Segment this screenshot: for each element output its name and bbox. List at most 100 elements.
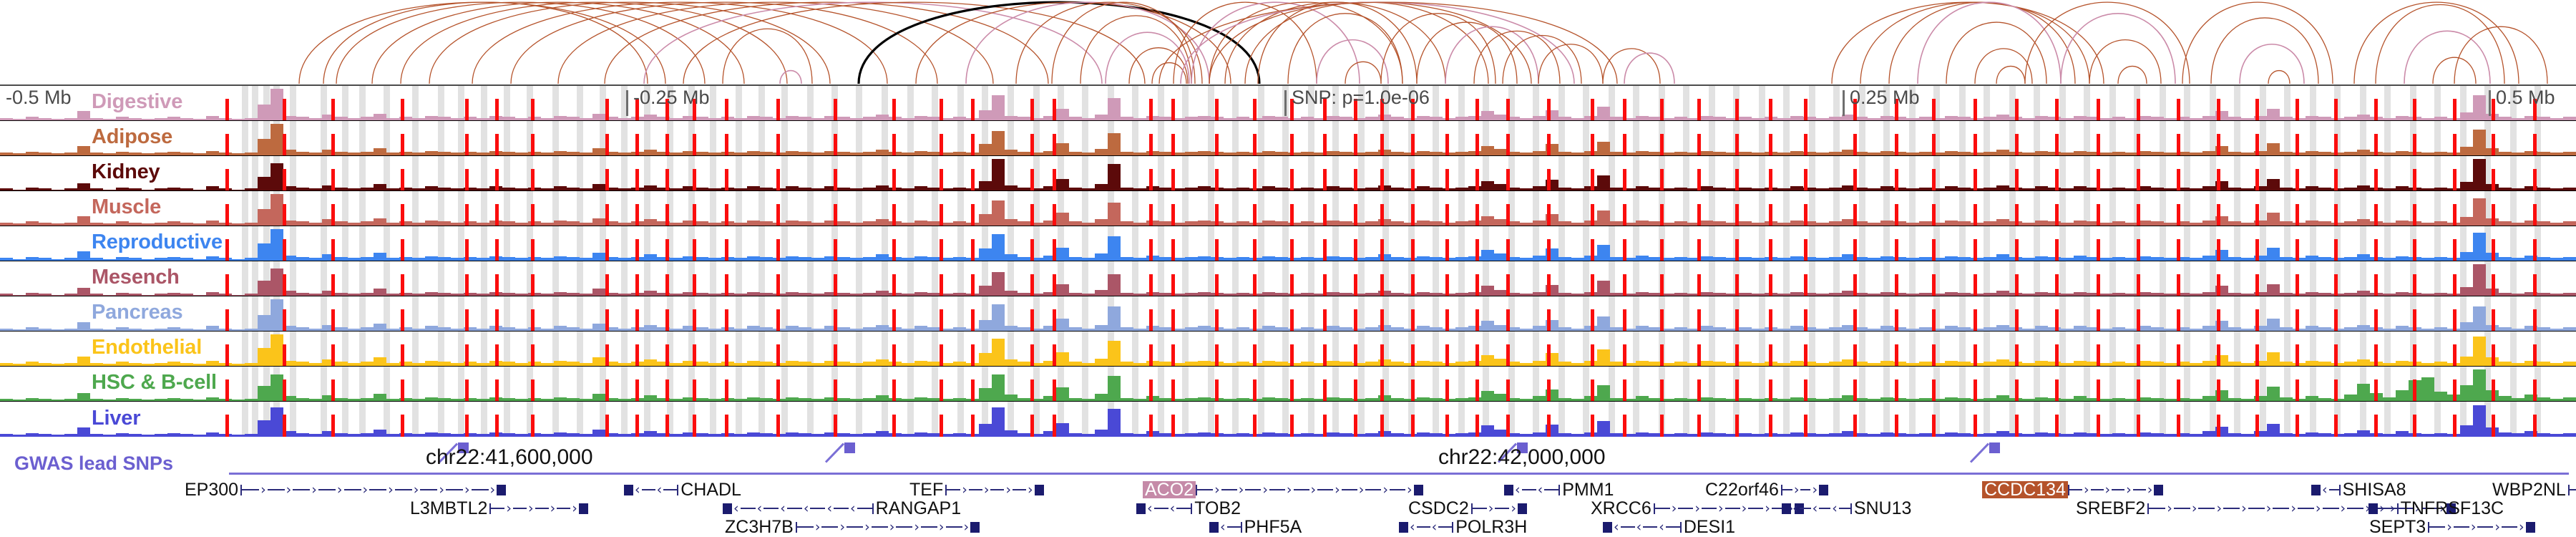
snp-marker-tick[interactable] bbox=[1853, 204, 1857, 226]
snp-marker-tick[interactable] bbox=[2296, 99, 2299, 120]
snp-marker-tick[interactable] bbox=[635, 99, 639, 120]
snp-marker-tick[interactable] bbox=[1475, 309, 1479, 331]
snp-marker-tick[interactable] bbox=[776, 134, 780, 155]
snp-marker-tick[interactable] bbox=[1215, 379, 1219, 401]
interaction-arc[interactable] bbox=[510, 1, 938, 84]
snp-marker-tick[interactable] bbox=[2055, 274, 2059, 296]
snp-marker-tick[interactable] bbox=[1030, 134, 1034, 155]
snp-marker-tick[interactable] bbox=[1149, 134, 1153, 155]
interaction-arc[interactable] bbox=[557, 1, 994, 84]
snp-marker-tick[interactable] bbox=[2217, 169, 2220, 190]
snp-marker-tick[interactable] bbox=[531, 415, 535, 437]
snp-marker-tick[interactable] bbox=[1445, 134, 1449, 155]
snp-marker-tick[interactable] bbox=[1547, 274, 1551, 296]
snp-marker-tick[interactable] bbox=[1974, 204, 1977, 226]
snp-marker-tick[interactable] bbox=[693, 99, 696, 120]
snp-marker-tick[interactable] bbox=[1171, 309, 1175, 331]
snp-marker-tick[interactable] bbox=[2255, 204, 2259, 226]
snp-marker-tick[interactable] bbox=[635, 274, 639, 296]
snp-marker-tick[interactable] bbox=[2413, 415, 2416, 437]
gene-ccdc134[interactable]: CCDC134 › › › › bbox=[1982, 481, 2164, 499]
snp-marker-tick[interactable] bbox=[2296, 344, 2299, 366]
snp-marker-tick[interactable] bbox=[531, 99, 535, 120]
snp-marker-tick[interactable] bbox=[465, 204, 469, 226]
snp-marker-tick[interactable] bbox=[1053, 309, 1056, 331]
gene-name-label[interactable]: ZC3H7B bbox=[725, 517, 794, 537]
snp-marker-tick[interactable] bbox=[940, 169, 943, 190]
snp-marker-tick[interactable] bbox=[283, 204, 286, 226]
gene-name-label[interactable]: SHISA8 bbox=[2342, 480, 2406, 500]
snp-marker-tick[interactable] bbox=[2533, 169, 2537, 190]
snp-marker-tick[interactable] bbox=[1735, 239, 1739, 261]
snp-marker-tick[interactable] bbox=[1853, 239, 1857, 261]
snp-marker-tick[interactable] bbox=[283, 344, 286, 366]
snp-marker-tick[interactable] bbox=[283, 134, 286, 155]
snp-marker-tick[interactable] bbox=[2296, 134, 2299, 155]
snp-marker-tick[interactable] bbox=[1215, 204, 1219, 226]
snp-marker-tick[interactable] bbox=[531, 134, 535, 155]
signal-track-endothelial[interactable]: Endothelial bbox=[0, 332, 2576, 367]
snp-marker-tick[interactable] bbox=[1030, 169, 1034, 190]
snp-marker-tick[interactable] bbox=[1354, 134, 1357, 155]
snp-marker-tick[interactable] bbox=[971, 274, 975, 296]
snp-marker-tick[interactable] bbox=[1171, 204, 1175, 226]
snp-marker-tick[interactable] bbox=[2177, 169, 2180, 190]
interaction-arc[interactable] bbox=[2432, 57, 2477, 84]
snp-marker-tick[interactable] bbox=[1380, 99, 1384, 120]
snp-marker-tick[interactable] bbox=[2296, 169, 2299, 190]
gene-name-label[interactable]: PHF5A bbox=[1244, 517, 1302, 537]
snp-marker-tick[interactable] bbox=[1804, 309, 1807, 331]
snp-marker-tick[interactable] bbox=[693, 134, 696, 155]
snp-marker-tick[interactable] bbox=[495, 274, 499, 296]
snp-marker-tick[interactable] bbox=[1253, 239, 1257, 261]
snp-marker-tick[interactable] bbox=[1475, 415, 1479, 437]
snp-marker-tick[interactable] bbox=[1445, 169, 1449, 190]
snp-marker-tick[interactable] bbox=[1290, 274, 1294, 296]
snp-marker-tick[interactable] bbox=[225, 274, 229, 296]
snp-marker-tick[interactable] bbox=[1149, 204, 1153, 226]
snp-marker-tick[interactable] bbox=[693, 379, 696, 401]
snp-marker-tick[interactable] bbox=[2334, 134, 2338, 155]
snp-marker-tick[interactable] bbox=[1697, 134, 1701, 155]
snp-marker-tick[interactable] bbox=[1323, 344, 1327, 366]
snp-marker-tick[interactable] bbox=[1290, 134, 1294, 155]
snp-marker-tick[interactable] bbox=[1769, 169, 1772, 190]
interaction-arc[interactable] bbox=[857, 1, 1261, 84]
snp-marker-tick[interactable] bbox=[2334, 204, 2338, 226]
snp-marker-tick[interactable] bbox=[331, 239, 335, 261]
snp-marker-tick[interactable] bbox=[1623, 344, 1626, 366]
snp-marker-tick[interactable] bbox=[495, 134, 499, 155]
gene-name-label[interactable]: WBP2NL bbox=[2492, 480, 2566, 500]
snp-marker-tick[interactable] bbox=[495, 204, 499, 226]
snp-marker-tick[interactable] bbox=[331, 169, 335, 190]
snp-marker-tick[interactable] bbox=[465, 274, 469, 296]
snp-marker-tick[interactable] bbox=[401, 309, 404, 331]
snp-marker-tick[interactable] bbox=[1475, 99, 1479, 120]
snp-marker-tick[interactable] bbox=[331, 204, 335, 226]
snp-marker-tick[interactable] bbox=[1697, 169, 1701, 190]
snp-marker-tick[interactable] bbox=[1253, 379, 1257, 401]
snp-marker-tick[interactable] bbox=[401, 344, 404, 366]
interaction-arc[interactable] bbox=[1473, 30, 1561, 84]
interaction-arc[interactable] bbox=[1416, 21, 1518, 84]
snp-marker-tick[interactable] bbox=[2296, 239, 2299, 261]
interaction-arc[interactable] bbox=[604, 1, 1049, 84]
snp-marker-tick[interactable] bbox=[2334, 379, 2338, 401]
snp-marker-tick[interactable] bbox=[1623, 99, 1626, 120]
snp-marker-tick[interactable] bbox=[2413, 239, 2416, 261]
snp-marker-tick[interactable] bbox=[2097, 309, 2100, 331]
gwas-lead-snp-marker[interactable] bbox=[1989, 442, 2000, 453]
snp-marker-tick[interactable] bbox=[1895, 204, 1898, 226]
snp-marker-tick[interactable] bbox=[2533, 134, 2537, 155]
snp-marker-tick[interactable] bbox=[331, 344, 335, 366]
snp-marker-tick[interactable] bbox=[2453, 134, 2457, 155]
snp-marker-tick[interactable] bbox=[1591, 204, 1594, 226]
snp-marker-tick[interactable] bbox=[1735, 344, 1739, 366]
snp-marker-tick[interactable] bbox=[2296, 415, 2299, 437]
snp-marker-tick[interactable] bbox=[892, 204, 896, 226]
snp-marker-tick[interactable] bbox=[1853, 274, 1857, 296]
snp-marker-tick[interactable] bbox=[1853, 99, 1857, 120]
snp-marker-tick[interactable] bbox=[1853, 379, 1857, 401]
snp-marker-tick[interactable] bbox=[834, 379, 837, 401]
signal-track-mesench[interactable]: Mesench bbox=[0, 261, 2576, 296]
